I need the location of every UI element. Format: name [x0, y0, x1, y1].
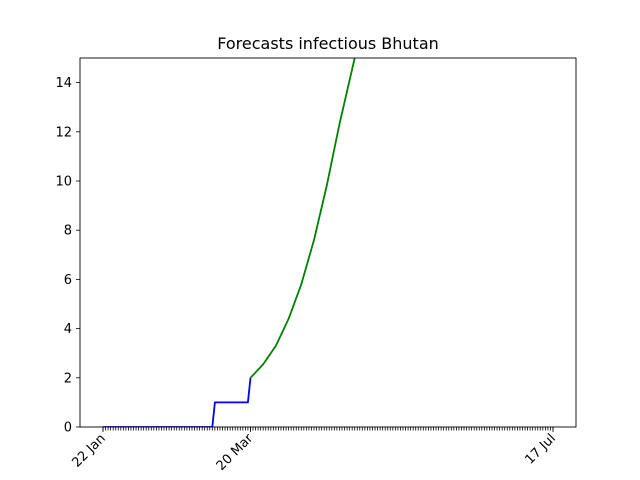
- y-tick-label: 8: [64, 224, 72, 239]
- y-tick-label: 6: [64, 273, 72, 288]
- chart-title: Forecasts infectious Bhutan: [217, 34, 439, 53]
- series-line-1: [103, 377, 252, 427]
- y-tick-label: 2: [64, 371, 72, 386]
- y-tick-label: 10: [55, 175, 72, 190]
- y-tick-label: 12: [55, 125, 72, 140]
- y-tick-label: 14: [55, 76, 72, 91]
- axes-frame: [79, 57, 577, 428]
- y-tick-label: 4: [64, 322, 72, 337]
- series-line-2: [249, 58, 356, 379]
- y-tick-label: 0: [64, 421, 72, 436]
